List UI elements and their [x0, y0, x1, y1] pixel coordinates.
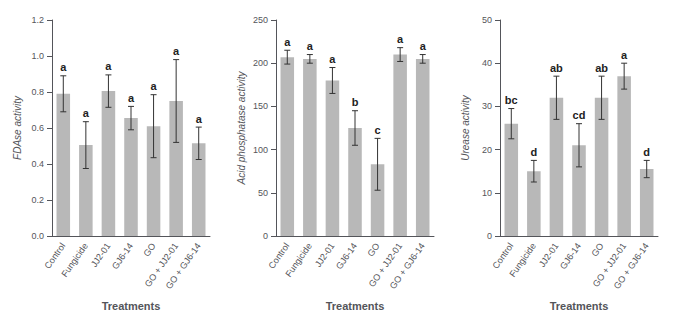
svg-text:Fungicide: Fungicide — [59, 241, 90, 279]
svg-text:100: 100 — [253, 145, 268, 155]
svg-text:c: c — [375, 124, 381, 136]
svg-text:a: a — [128, 92, 135, 104]
svg-text:a: a — [83, 107, 90, 119]
svg-text:Fungicide: Fungicide — [283, 241, 314, 279]
svg-text:a: a — [60, 61, 67, 73]
svg-text:GO + JJ2-01: GO + JJ2-01 — [590, 241, 629, 289]
svg-text:Fungicide: Fungicide — [507, 241, 538, 279]
svg-text:0.2: 0.2 — [31, 195, 44, 205]
svg-text:a: a — [307, 40, 314, 52]
svg-text:b: b — [352, 96, 359, 108]
svg-text:0.0: 0.0 — [31, 231, 44, 241]
svg-text:1.2: 1.2 — [31, 15, 44, 25]
svg-text:GO: GO — [365, 241, 381, 258]
svg-text:0.8: 0.8 — [31, 87, 44, 97]
svg-text:250: 250 — [253, 15, 268, 25]
svg-text:GO + GJ6-14: GO + GJ6-14 — [164, 241, 203, 291]
svg-text:30: 30 — [482, 101, 492, 111]
svg-text:50: 50 — [482, 15, 492, 25]
svg-text:d: d — [643, 146, 650, 158]
svg-text:GO + JJ2-01: GO + JJ2-01 — [142, 241, 181, 289]
svg-text:d: d — [530, 146, 537, 158]
svg-text:GO + JJ2-01: GO + JJ2-01 — [366, 241, 405, 289]
svg-text:Treatments: Treatments — [326, 300, 385, 312]
svg-text:a: a — [329, 53, 336, 65]
svg-text:1.0: 1.0 — [31, 51, 44, 61]
svg-text:GO: GO — [141, 241, 157, 258]
svg-text:Control: Control — [490, 241, 516, 271]
svg-text:0.4: 0.4 — [31, 159, 44, 169]
svg-text:a: a — [621, 49, 628, 61]
svg-text:GJ6-14: GJ6-14 — [334, 241, 359, 271]
svg-text:0: 0 — [487, 231, 492, 241]
svg-text:bc: bc — [505, 94, 518, 106]
svg-text:10: 10 — [482, 188, 492, 198]
svg-text:FDAse activity: FDAse activity — [12, 95, 23, 160]
svg-text:a: a — [284, 36, 291, 48]
svg-text:GJ6-14: GJ6-14 — [558, 241, 583, 271]
svg-text:JJ2-01: JJ2-01 — [313, 241, 337, 269]
svg-text:JJ2-01: JJ2-01 — [537, 241, 561, 269]
svg-text:Control: Control — [266, 241, 292, 271]
svg-text:a: a — [420, 40, 427, 52]
svg-text:a: a — [151, 80, 158, 92]
svg-text:Treatments: Treatments — [550, 300, 609, 312]
svg-text:GO + GJ6-14: GO + GJ6-14 — [612, 241, 651, 291]
svg-text:a: a — [105, 60, 112, 72]
svg-text:GO: GO — [589, 241, 605, 258]
svg-text:150: 150 — [253, 101, 268, 111]
svg-text:ab: ab — [550, 62, 563, 74]
svg-text:JJ2-01: JJ2-01 — [89, 241, 113, 269]
svg-text:a: a — [173, 45, 180, 57]
svg-text:Control: Control — [42, 241, 68, 271]
svg-text:GJ6-14: GJ6-14 — [110, 241, 135, 271]
svg-text:0: 0 — [263, 231, 268, 241]
svg-text:40: 40 — [482, 58, 492, 68]
svg-text:Treatments: Treatments — [102, 300, 161, 312]
svg-text:a: a — [196, 113, 203, 125]
svg-text:cd: cd — [573, 109, 586, 121]
svg-text:a: a — [397, 33, 404, 45]
svg-text:0.6: 0.6 — [31, 123, 44, 133]
svg-text:Acid phosphatase activity: Acid phosphatase activity — [236, 71, 247, 186]
svg-text:GO + GJ6-14: GO + GJ6-14 — [388, 241, 427, 291]
svg-text:20: 20 — [482, 145, 492, 155]
svg-text:Urease activity: Urease activity — [460, 94, 471, 161]
svg-text:50: 50 — [258, 188, 268, 198]
svg-text:200: 200 — [253, 58, 268, 68]
svg-text:ab: ab — [595, 62, 608, 74]
